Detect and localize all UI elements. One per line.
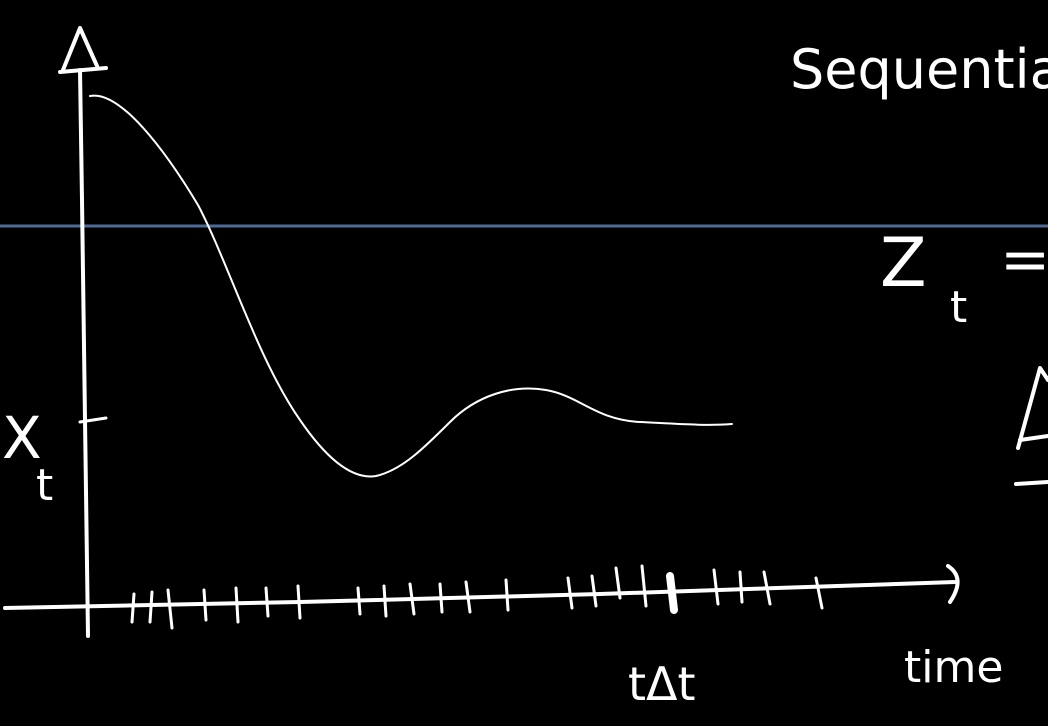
formula-subscript: t [950,282,967,333]
x-axis [3,564,960,610]
y-axis-label: X t [2,404,53,511]
y-level-marker [78,416,108,424]
highlighted-tick [666,572,678,614]
notes-formula: Z t = [880,224,1048,333]
notes-heading: Sequentia [790,38,1048,101]
time-ticks [130,564,824,630]
y-label-subscript: t [36,460,53,511]
tick-label: tΔt [628,657,696,711]
formula-main: Z [880,224,927,303]
partial-stroke [1014,366,1048,486]
x-axis-label: time [904,642,1003,693]
y-label-main: X [2,404,42,472]
signal-curve [89,94,733,478]
formula-rest: = [1000,225,1048,295]
y-axis [58,26,108,638]
